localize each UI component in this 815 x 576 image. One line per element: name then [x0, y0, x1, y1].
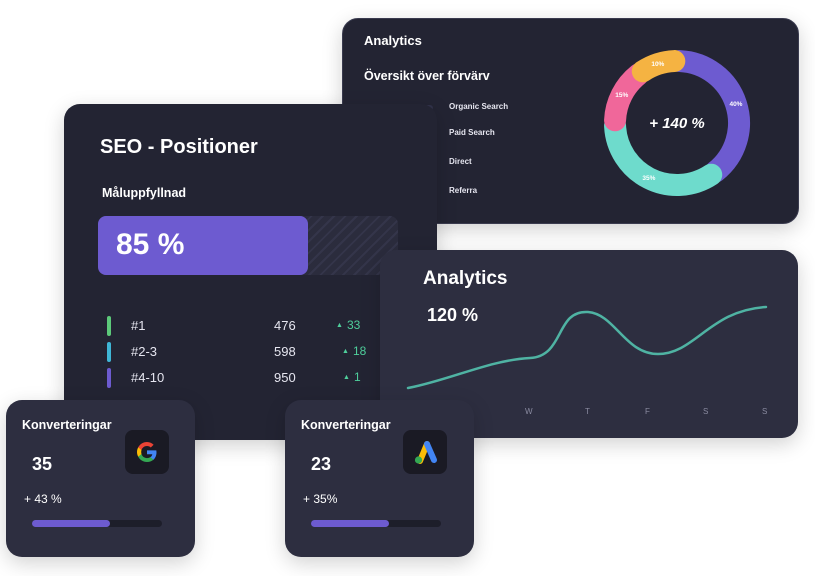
position-change: ▲ 33 — [336, 318, 360, 332]
change-value: 33 — [346, 318, 361, 332]
donut-segment — [668, 50, 750, 183]
donut-segment-label: 35% — [642, 175, 655, 182]
donut-center-value: + 140 % — [649, 115, 704, 132]
goal-progress-bar: 85 % — [98, 216, 398, 275]
card-subtitle: Översikt över förvärv — [364, 69, 490, 83]
position-color-bar — [107, 342, 111, 362]
donut-segment — [631, 50, 686, 83]
card-title: SEO - Positioner — [100, 136, 258, 158]
seo-positions-card: SEO - Positioner Måluppfyllnad 85 % #1 4… — [64, 104, 437, 440]
legend-label: Paid Search — [449, 128, 495, 137]
conversion-count: 35 — [32, 454, 53, 474]
position-count: 598 — [274, 344, 296, 359]
position-label: #4-10 — [131, 370, 165, 385]
day-label: F — [645, 407, 650, 416]
position-label: #1 — [131, 318, 146, 333]
conversion-progress-bar — [32, 520, 162, 527]
google-logo-icon — [125, 430, 169, 474]
card-title: Analytics — [364, 33, 422, 48]
conversion-progress-bar — [311, 520, 441, 527]
position-count: 950 — [274, 370, 296, 385]
conversions-google-ads-card: Konverteringar 23 + 35% — [285, 400, 474, 557]
goal-progress-fill: 85 % — [98, 216, 308, 275]
trend-value: 120 % — [427, 305, 479, 325]
conversion-count: 23 — [311, 454, 332, 474]
google-ads-logo-icon — [403, 430, 447, 474]
card-title: Konverteringar — [301, 418, 391, 432]
position-label: #2-3 — [131, 344, 158, 359]
conversion-change: + 35% — [303, 492, 338, 506]
goal-label: Måluppfyllnad — [102, 186, 187, 200]
conversions-google-card: Konverteringar 35 + 43 % — [6, 400, 195, 557]
day-label: T — [585, 407, 590, 416]
donut-segment-label: 15% — [615, 92, 628, 99]
position-row: #1 476 ▲ 33 — [104, 316, 364, 338]
conversion-progress-fill — [32, 520, 110, 527]
arrow-up-icon: ▲ — [343, 374, 350, 382]
legend-label: Organic Search — [449, 102, 509, 111]
arrow-up-icon: ▲ — [336, 322, 343, 330]
card-title: Konverteringar — [22, 418, 112, 432]
legend-label: Referra — [449, 186, 478, 195]
arrow-up-icon: ▲ — [342, 348, 349, 356]
card-title: Analytics — [423, 268, 508, 289]
conversion-progress-fill — [311, 520, 389, 527]
position-change: ▲ 1 — [343, 370, 361, 384]
donut-segment-label: 40% — [729, 101, 742, 108]
donut-segment-label: 10% — [651, 61, 664, 68]
donut-segment — [604, 114, 723, 196]
position-change: ▲ 18 — [342, 344, 366, 358]
position-row: #4-10 950 ▲ 1 — [104, 368, 364, 390]
conversion-change: + 43 % — [24, 492, 62, 506]
position-color-bar — [107, 368, 111, 388]
position-color-bar — [107, 316, 111, 336]
day-label: W — [525, 407, 533, 416]
trend-line — [406, 305, 768, 390]
day-label: S — [762, 407, 768, 416]
goal-value: 85 % — [116, 228, 185, 261]
legend-label: Direct — [449, 157, 472, 166]
trend-line-chart — [406, 305, 768, 390]
day-label: S — [703, 407, 709, 416]
change-value: 1 — [353, 370, 361, 384]
donut-chart: 40% 35% 15% 10% + 140 % — [604, 50, 750, 196]
change-value: 18 — [352, 344, 367, 358]
position-row: #2-3 598 ▲ 18 — [104, 342, 366, 364]
position-count: 476 — [274, 318, 296, 333]
